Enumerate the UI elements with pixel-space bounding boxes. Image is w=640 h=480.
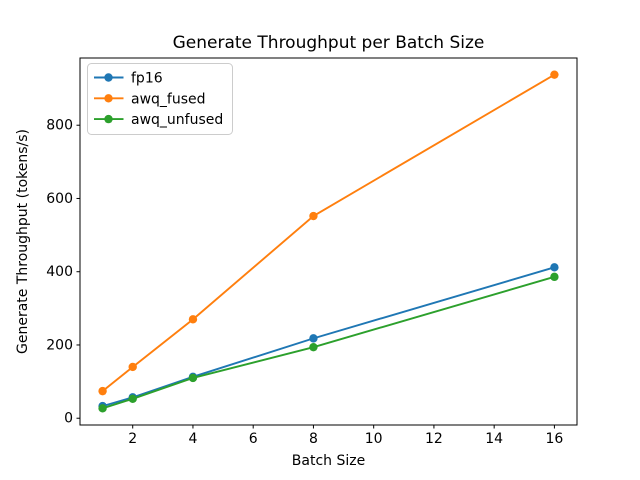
data-point-awq_unfused xyxy=(188,373,198,383)
x-tick-label: 16 xyxy=(545,431,563,447)
data-point-awq_unfused xyxy=(98,404,107,413)
y-axis-label: Generate Throughput (tokens/s) xyxy=(15,129,31,354)
x-tick-label: 14 xyxy=(485,431,503,447)
x-tick-label: 8 xyxy=(309,431,318,447)
y-tick-label: 0 xyxy=(64,411,73,427)
x-axis-label: Batch Size xyxy=(292,453,365,469)
data-point-fp16 xyxy=(309,334,318,343)
legend-marker-awq_unfused xyxy=(104,114,113,124)
series-line-awq_unfused xyxy=(102,275,555,410)
y-tick-label: 200 xyxy=(46,337,73,353)
y-tick-label: 400 xyxy=(46,264,73,280)
x-tick-label: 4 xyxy=(188,431,197,447)
plot-spines xyxy=(79,57,578,426)
chart-title: Generate Throughput per Batch Size xyxy=(173,33,485,53)
legend-marker-awq_fused xyxy=(104,94,113,103)
legend-label-awq_fused: awq_fused xyxy=(131,91,206,107)
data-point-awq_fused xyxy=(309,211,318,221)
data-point-awq_unfused xyxy=(550,272,559,282)
data-point-awq_fused xyxy=(550,70,559,79)
legend: fp16 awq_fused awq_unfused xyxy=(87,63,233,135)
x-tick-label: 2 xyxy=(128,431,137,447)
x-tick-label: 10 xyxy=(365,431,383,447)
x-tick-label: 12 xyxy=(425,431,443,447)
data-point-awq_unfused xyxy=(309,342,318,352)
legend-marker-fp16 xyxy=(104,73,113,82)
x-tick-label: 6 xyxy=(249,431,258,447)
data-point-awq_fused xyxy=(188,315,198,324)
axes-layer: 2 4 6 8 10 12 14 16 0 200 400 600 800 xyxy=(46,57,578,447)
series-layer xyxy=(98,70,559,413)
data-point-fp16 xyxy=(550,263,559,272)
legend-box xyxy=(87,63,233,135)
y-tick-label: 800 xyxy=(46,118,73,134)
legend-label-fp16: fp16 xyxy=(131,71,163,87)
y-tick-label: 600 xyxy=(46,191,73,207)
data-point-awq_fused xyxy=(128,362,137,372)
data-point-awq_unfused xyxy=(128,394,137,404)
legend-label-awq_unfused: awq_unfused xyxy=(131,112,223,128)
data-point-awq_fused xyxy=(98,386,107,396)
